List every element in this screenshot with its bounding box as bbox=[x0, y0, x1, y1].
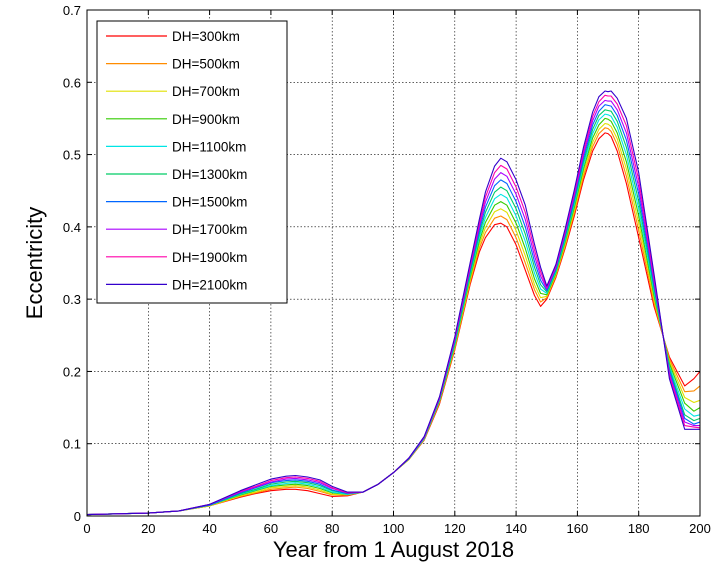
axis-ticks bbox=[86, 9, 701, 517]
legend-entry-label: DH=1100km bbox=[172, 139, 246, 154]
legend-entry-label: DH=1300km bbox=[172, 167, 247, 182]
x-tick-label: 60 bbox=[264, 521, 278, 536]
x-tick-label: 180 bbox=[628, 521, 650, 536]
legend-entry-label: DH=1700km bbox=[172, 222, 247, 237]
series-line-dh1700km bbox=[86, 99, 700, 516]
series-line-dh300km bbox=[86, 132, 701, 516]
y-axis-label: Eccentricity bbox=[22, 207, 47, 319]
y-tick-label: 0.7 bbox=[63, 3, 81, 18]
x-tick-label: 100 bbox=[383, 521, 405, 536]
x-tick-label: 40 bbox=[202, 521, 216, 536]
x-tick-label: 160 bbox=[567, 521, 589, 536]
x-tick-label: 140 bbox=[505, 521, 527, 536]
series-line-dh900km bbox=[86, 117, 701, 516]
x-tick-label: 20 bbox=[141, 521, 155, 536]
y-tick-label: 0 bbox=[74, 509, 81, 524]
legend: DH=300km DH=500km DH=700km DH=900km DH=1100k… bbox=[96, 20, 288, 304]
legend-entry-label: DH=500km bbox=[172, 57, 240, 72]
x-tick-label: 200 bbox=[689, 521, 711, 536]
y-tick-label: 0.4 bbox=[63, 220, 81, 235]
legend-entry-label: DH=2100km bbox=[172, 277, 247, 292]
x-tick-label: 80 bbox=[325, 521, 339, 536]
x-axis-label: Year from 1 August 2018 bbox=[273, 537, 514, 562]
y-tick-label: 0.3 bbox=[63, 292, 81, 307]
series-line-dh1900km bbox=[86, 94, 701, 516]
series-line-dh700km bbox=[86, 122, 701, 516]
series-line-dh1100km bbox=[86, 113, 701, 516]
legend-entry-label: DH=1500km bbox=[172, 195, 247, 210]
legend-entry-label: DH=300km bbox=[172, 29, 240, 44]
legend-entry-label: DH=700km bbox=[172, 84, 240, 99]
x-tick-label: 0 bbox=[83, 521, 90, 536]
series-lines bbox=[86, 90, 701, 516]
y-tick-label: 0.2 bbox=[63, 364, 81, 379]
x-tick-label: 120 bbox=[444, 521, 466, 536]
y-tick-label: 0.5 bbox=[63, 148, 81, 163]
legend-entry-label: DH=900km bbox=[172, 112, 240, 127]
series-line-dh1300km bbox=[86, 109, 701, 516]
series-line-dh1500km bbox=[86, 104, 701, 516]
legend-entry-label: DH=1900km bbox=[172, 250, 247, 265]
tick-labels: 0 20 40 60 80 100 120 140 160 180 200 0 0.1 0.2 0.3 0.4… bbox=[63, 3, 711, 536]
y-tick-label: 0.6 bbox=[63, 75, 81, 90]
series-line-dh2100km bbox=[86, 90, 700, 516]
series-line-dh500km bbox=[86, 127, 701, 516]
legend-box bbox=[96, 20, 288, 304]
y-tick-label: 0.1 bbox=[63, 437, 81, 452]
